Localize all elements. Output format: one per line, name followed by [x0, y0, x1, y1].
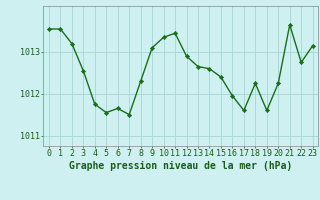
- X-axis label: Graphe pression niveau de la mer (hPa): Graphe pression niveau de la mer (hPa): [69, 161, 292, 171]
